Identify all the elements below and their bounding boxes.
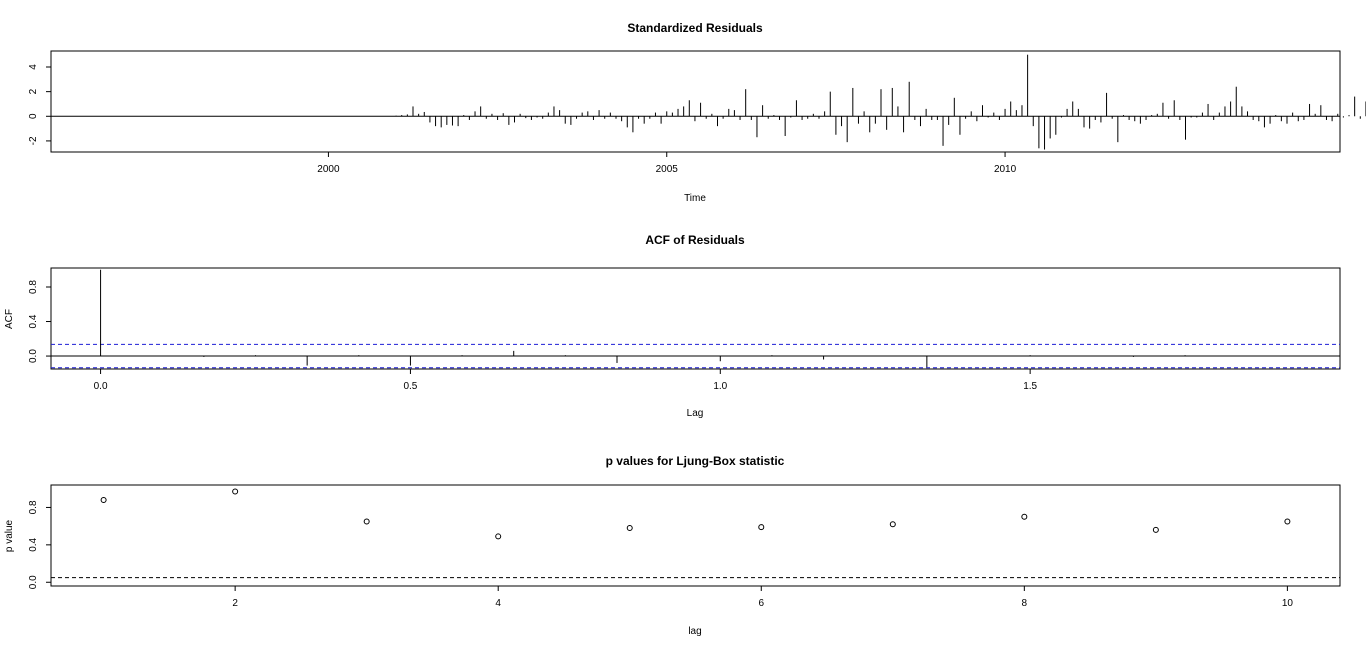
acf-y-tick-label: 0.0 <box>28 349 39 363</box>
ljung-box-x-tick-label: 4 <box>495 598 501 609</box>
ljung-box-point <box>363 518 370 525</box>
residuals-panel: Standardized Residuals 2000 2005 2010 -2 0 2… <box>28 21 1366 204</box>
ljung-box-x-tick-label: 10 <box>1282 598 1294 609</box>
ljung-box-point <box>1021 513 1028 520</box>
acf-x-tick-label: 1.5 <box>1023 381 1037 392</box>
ljung-box-x-axis: 2 4 6 8 10 <box>232 586 1293 609</box>
ljung-box-x-tick-label: 6 <box>758 598 764 609</box>
acf-panel: ACF of Residuals 0.0 0.5 1.0 1.5 0.00.40.8 … <box>4 233 1341 419</box>
acf-x-axis: 0.0 0.5 1.0 1.5 <box>94 369 1038 392</box>
acf-title: ACF of Residuals <box>645 233 745 247</box>
residuals-x-tick-label: 2000 <box>317 164 340 175</box>
residuals-y-tick-label: -2 <box>28 136 39 145</box>
ljung-box-point <box>758 524 765 531</box>
residuals-y-tick-label: 4 <box>28 64 39 70</box>
acf-x-label: Lag <box>687 408 704 419</box>
ljung-box-point <box>1152 526 1159 533</box>
acf-y-label: ACF <box>4 309 15 329</box>
ljung-box-panel: p values for Ljung-Box statistic 2 4 6 8 10 … <box>4 454 1341 637</box>
residuals-x-tick-label: 2005 <box>656 164 679 175</box>
residuals-x-label: Time <box>684 193 706 204</box>
residuals-plot-box <box>50 50 1341 153</box>
acf-y-tick-label: 0.4 <box>28 314 39 328</box>
ljung-box-y-tick-label: 0.8 <box>28 500 39 514</box>
residuals-y-tick-label: 2 <box>28 88 39 94</box>
ljung-box-x-tick-label: 8 <box>1022 598 1028 609</box>
acf-x-tick-label: 0.5 <box>403 381 417 392</box>
ljung-box-point <box>1284 518 1291 525</box>
ljung-box-y-label: p value <box>4 519 15 552</box>
acf-spikes <box>51 269 1341 369</box>
ljung-box-points <box>51 488 1340 579</box>
residuals-y-tick-label: 0 <box>28 113 39 119</box>
ljung-box-plot-box <box>50 484 1341 587</box>
ljung-box-title: p values for Ljung-Box statistic <box>606 454 785 468</box>
ljung-box-y-axis: 0.0 0.4 0.8 <box>28 500 51 589</box>
acf-y-tick-label: 0.8 <box>28 280 39 294</box>
ljung-box-x-label: lag <box>688 626 701 637</box>
residuals-title: Standardized Residuals <box>627 21 763 35</box>
ljung-box-point <box>100 496 107 503</box>
acf-x-tick-label: 0.0 <box>94 381 108 392</box>
acf-plot-box <box>50 267 1341 370</box>
acf-x-tick-label: 1.0 <box>713 381 727 392</box>
ljung-box-x-tick-label: 2 <box>232 598 238 609</box>
residuals-spikes <box>51 54 1366 150</box>
residuals-x-tick-label: 2010 <box>994 164 1017 175</box>
ljung-box-y-tick-label: 0.4 <box>28 537 39 551</box>
acf-y-axis: 0.0 0.4 0.8 <box>28 280 51 363</box>
ljung-box-point <box>626 525 633 532</box>
residuals-y-axis: -2 0 2 4 <box>28 64 51 145</box>
ljung-box-y-tick-label: 0.0 <box>28 575 39 589</box>
residuals-x-axis: 2000 2005 2010 <box>317 152 1017 175</box>
ljung-box-point <box>495 533 502 540</box>
ljung-box-point <box>889 521 896 528</box>
ljung-box-point <box>232 488 239 495</box>
